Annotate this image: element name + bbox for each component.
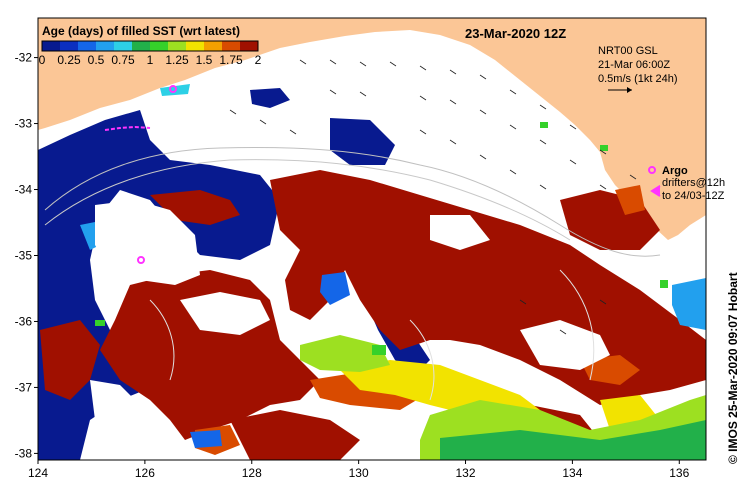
x-tick-label: 134 bbox=[562, 466, 582, 480]
scale-arrowhead-icon bbox=[627, 87, 632, 93]
argo-legend-icon bbox=[648, 166, 656, 174]
colorbar-swatch bbox=[78, 41, 97, 51]
y-tick-label: -34 bbox=[15, 183, 33, 197]
plot-frame bbox=[37, 17, 707, 461]
sst-age-125-bit bbox=[95, 320, 105, 326]
current-time-label: 21-Mar 06:00Z bbox=[598, 59, 670, 71]
sst-age-175-ne bbox=[615, 185, 645, 215]
sst-age-2-south-mid bbox=[230, 410, 360, 460]
colorbar-swatch bbox=[96, 41, 115, 51]
drifter-legend-line1: drifters@12h bbox=[662, 177, 725, 189]
sst-age-125-bit bbox=[600, 145, 608, 151]
current-model-label: NRT00 GSL bbox=[598, 45, 658, 57]
bathymetry-contour bbox=[44, 159, 571, 241]
sst-age-025-sw bbox=[190, 430, 222, 448]
colorbar: 0 0.25 0.5 0.75 1 1.25 1.5 1.75 2 bbox=[39, 40, 262, 67]
colorbar-tick-label: 0 bbox=[39, 53, 46, 67]
argo-legend-label: Argo bbox=[662, 165, 688, 177]
colorbar-title: Age (days) of filled SST (wrt latest) bbox=[42, 24, 240, 38]
plot-area bbox=[38, 18, 706, 460]
x-tick-label: 130 bbox=[349, 466, 369, 480]
colorbar-tick-label: 1.25 bbox=[165, 53, 189, 67]
colorbar-swatch bbox=[240, 41, 259, 51]
colorbar-tick-label: 1 bbox=[147, 53, 154, 67]
sst-age-05-east bbox=[672, 278, 706, 330]
no-data-patch-south bbox=[90, 380, 140, 425]
current-scale-label: 0.5m/s (1kt 24h) bbox=[598, 73, 677, 85]
y-axis: -32 -33 -34 -35 -36 -37 -38 bbox=[15, 51, 38, 460]
argo-float-marker bbox=[169, 85, 177, 93]
sst-age-125-bit bbox=[372, 345, 386, 355]
colorbar-tick-label: 0.5 bbox=[88, 53, 105, 67]
bathymetry-contour bbox=[44, 147, 661, 257]
y-tick-label: -37 bbox=[15, 380, 33, 394]
colorbar-swatch bbox=[60, 41, 79, 51]
colorbar-tick-label: 1.5 bbox=[196, 53, 213, 67]
sst-age-0-north bbox=[330, 118, 395, 165]
colorbar-tick-label: 0.25 bbox=[57, 53, 81, 67]
colorbar-swatch bbox=[204, 41, 223, 51]
colorbar-swatch bbox=[186, 41, 205, 51]
no-data-patch-ne bbox=[430, 215, 490, 250]
y-tick-label: -33 bbox=[15, 117, 33, 131]
bathymetry-contour bbox=[149, 269, 595, 401]
credit-text: © IMOS 25-Mar-2020 09:07 Hobart bbox=[726, 272, 740, 464]
no-data-patch-mid bbox=[180, 292, 270, 335]
no-data-patch-east bbox=[520, 320, 610, 370]
colorbar-tick-label: 0.75 bbox=[111, 53, 135, 67]
drifter-track bbox=[104, 125, 151, 131]
colorbar-tick-label: 1.75 bbox=[219, 53, 243, 67]
sst-age-0-north2 bbox=[250, 88, 290, 108]
sst-age-1-bottom bbox=[440, 420, 706, 460]
colorbar-frame bbox=[41, 40, 259, 52]
y-tick-label: -32 bbox=[15, 51, 33, 65]
colorbar-swatch bbox=[114, 41, 133, 51]
x-tick-label: 132 bbox=[456, 466, 476, 480]
y-tick-label: -36 bbox=[15, 314, 33, 328]
land-australia bbox=[38, 18, 706, 240]
x-tick-label: 136 bbox=[669, 466, 689, 480]
colorbar-swatch bbox=[132, 41, 151, 51]
argo-float-marker bbox=[137, 256, 145, 264]
y-tick-label: -38 bbox=[15, 446, 33, 460]
sst-age-2-southwest bbox=[40, 320, 100, 400]
x-tick-label: 124 bbox=[28, 466, 48, 480]
x-axis: 124 126 128 130 132 134 136 bbox=[28, 460, 690, 480]
sst-age-125-bit bbox=[660, 280, 668, 288]
current-vectors bbox=[229, 59, 637, 335]
date-title: 23-Mar-2020 12Z bbox=[465, 26, 566, 41]
sst-age-125-south bbox=[300, 335, 390, 372]
colorbar-swatch bbox=[150, 41, 169, 51]
colorbar-swatch bbox=[42, 41, 61, 51]
x-tick-label: 128 bbox=[242, 466, 262, 480]
colorbar-swatch bbox=[168, 41, 187, 51]
sst-age-025-mid bbox=[320, 272, 350, 305]
colorbar-tick-label: 2 bbox=[255, 53, 262, 67]
drifter-legend-line2: to 24/03-12Z bbox=[662, 190, 725, 202]
drifter-legend-icon bbox=[650, 185, 661, 197]
no-data-patch-west bbox=[95, 200, 200, 285]
colorbar-swatch bbox=[222, 41, 241, 51]
sst-age-125-bit bbox=[540, 122, 548, 128]
y-tick-label: -35 bbox=[15, 248, 33, 262]
x-tick-label: 126 bbox=[135, 466, 155, 480]
